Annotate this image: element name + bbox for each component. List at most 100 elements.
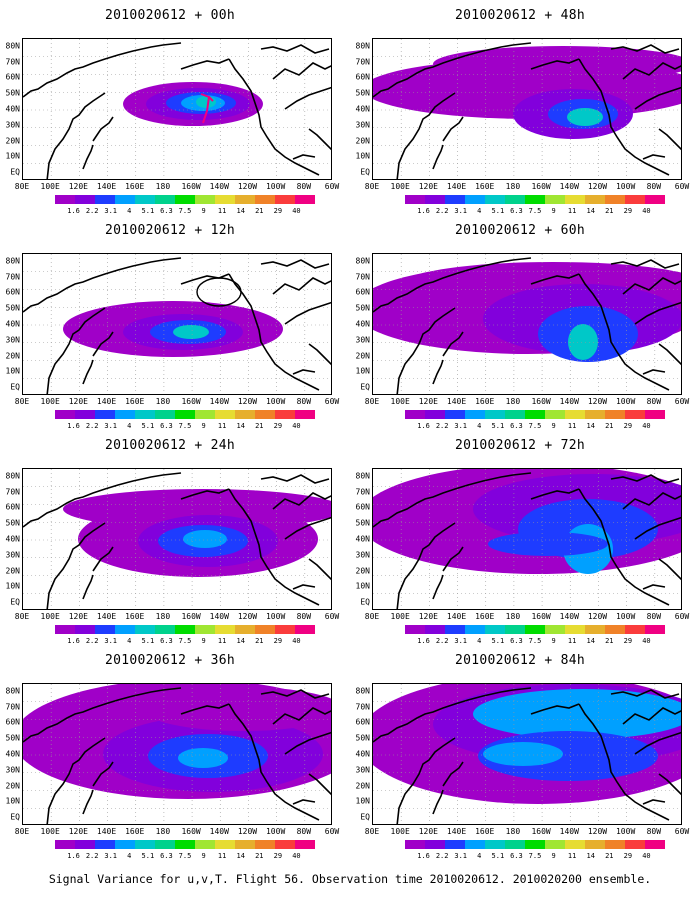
coastline (622, 707, 681, 725)
coastline (308, 773, 331, 796)
colorbar-swatch (445, 410, 465, 419)
coastline (530, 273, 580, 285)
colorbar-swatch (525, 195, 545, 204)
longitude-label: 160E (475, 182, 495, 191)
colorbar-label: 21 (255, 852, 264, 860)
colorbar-label: 14 (236, 207, 245, 215)
map-panel: 2010020612 + 48h 80N 70N 60N 50N 40N 30N 20N 10N… (350, 0, 690, 215)
coastline (82, 574, 94, 600)
coastline (228, 58, 320, 176)
colorbar-swatch (195, 410, 215, 419)
panel-title: 2010020612 + 72h (454, 438, 586, 453)
coastline (634, 731, 681, 755)
colorbar-swatch (155, 625, 175, 634)
longitude-label: 120E (418, 397, 438, 406)
colorbar-label: 4 (477, 637, 482, 645)
colorbar-label: 40 (292, 207, 301, 215)
map-frame (22, 253, 332, 395)
colorbar-label: 14 (586, 852, 595, 860)
colorbar-swatch (135, 625, 155, 634)
map-panel: 2010020612 + 24h 80N 70N 60N 50N 40N 30N 20N 10N… (0, 430, 340, 645)
coastline (82, 359, 94, 385)
colorbar-swatch (565, 840, 585, 849)
figure-caption: Signal Variance for u,v,T. Flight 56. Ob… (48, 872, 652, 886)
colorbar-swatch (625, 625, 645, 634)
longitude-label: 100W (615, 182, 636, 191)
latitude-label: 70N (355, 57, 370, 67)
longitude-label: 100W (265, 182, 286, 191)
colorbar-swatch (505, 195, 525, 204)
coastline (292, 799, 316, 805)
colorbar-label: 11 (567, 207, 577, 215)
latitude-label: 10N (355, 366, 370, 376)
latitude-label: 70N (355, 487, 370, 497)
longitude-label: 160W (531, 397, 551, 406)
colorbar-swatch (405, 195, 425, 204)
longitude-label: 80W (646, 182, 662, 191)
longitude-label: 60W (324, 612, 340, 621)
colorbar (405, 625, 665, 634)
map-canvas (373, 684, 681, 824)
colorbar-label: 5.1 (141, 422, 155, 430)
latitude-label: 40N (5, 749, 20, 759)
longitude-label: 60W (324, 397, 340, 406)
colorbar-swatch (445, 195, 465, 204)
colorbar-swatch (175, 410, 195, 419)
colorbar-swatch (115, 625, 135, 634)
map-frame (372, 468, 682, 610)
longitude-label: 80W (296, 612, 312, 621)
longitude-label: 160W (531, 827, 551, 836)
longitude-label: 80E (14, 397, 30, 406)
longitude-label: 140W (209, 182, 229, 191)
colorbar-label: 3.1 (454, 852, 468, 860)
latitude-label: 20N (5, 351, 20, 361)
coastline (373, 42, 532, 98)
longitude-label: 140E (96, 397, 117, 406)
colorbar-swatch (545, 410, 565, 419)
colorbar-swatch (585, 625, 605, 634)
longitude-label: 160W (181, 182, 201, 191)
colorbar-swatch (465, 195, 485, 204)
latitude-label: 50N (5, 518, 20, 528)
coastline (442, 331, 464, 357)
coastline (46, 522, 106, 609)
colorbar-swatch (525, 625, 545, 634)
colorbar-swatch (505, 625, 525, 634)
colorbar-swatch (605, 625, 625, 634)
coastline (260, 259, 330, 269)
longitude-label: 80W (296, 827, 312, 836)
colorbar-label: 2.2 (435, 422, 449, 430)
colorbar-swatch (135, 410, 155, 419)
panel-title: 2010020612 + 60h (454, 223, 586, 238)
colorbar-label: 7.5 (178, 637, 192, 645)
colorbar-swatch (235, 195, 255, 204)
latitude-label: 10N (5, 796, 20, 806)
latitude-label: 80N (5, 686, 20, 696)
coastline (23, 472, 182, 528)
longitude-label: 80E (364, 397, 380, 406)
colorbar-label: 21 (255, 422, 264, 430)
longitude-label: 60W (324, 182, 340, 191)
latitude-label: 60N (5, 72, 20, 82)
latitude-label: 60N (5, 717, 20, 727)
longitude-label: 160W (181, 397, 201, 406)
longitude-label: 100W (615, 827, 636, 836)
map-panel: 2010020612 + 60h 80N 70N 60N 50N 40N 30N 20N 10N… (350, 215, 690, 430)
colorbar-swatch (565, 410, 585, 419)
colorbar-label: 40 (292, 852, 301, 860)
colorbar (55, 625, 315, 634)
colorbar-label: 29 (623, 422, 633, 430)
colorbar-swatch (215, 840, 235, 849)
latitude-label: 20N (355, 351, 370, 361)
longitude-label: 120W (237, 182, 258, 191)
coastline (228, 273, 320, 391)
longitude-label: 180 (155, 397, 171, 406)
longitude-label: 100E (390, 612, 410, 621)
variance-contour (178, 748, 228, 768)
colorbar-swatch (545, 195, 565, 204)
colorbar-label: 11 (567, 637, 577, 645)
colorbar-label: 29 (273, 852, 283, 860)
coastline (622, 62, 681, 80)
longitude-label: 100E (40, 827, 60, 836)
map-frame (372, 683, 682, 825)
